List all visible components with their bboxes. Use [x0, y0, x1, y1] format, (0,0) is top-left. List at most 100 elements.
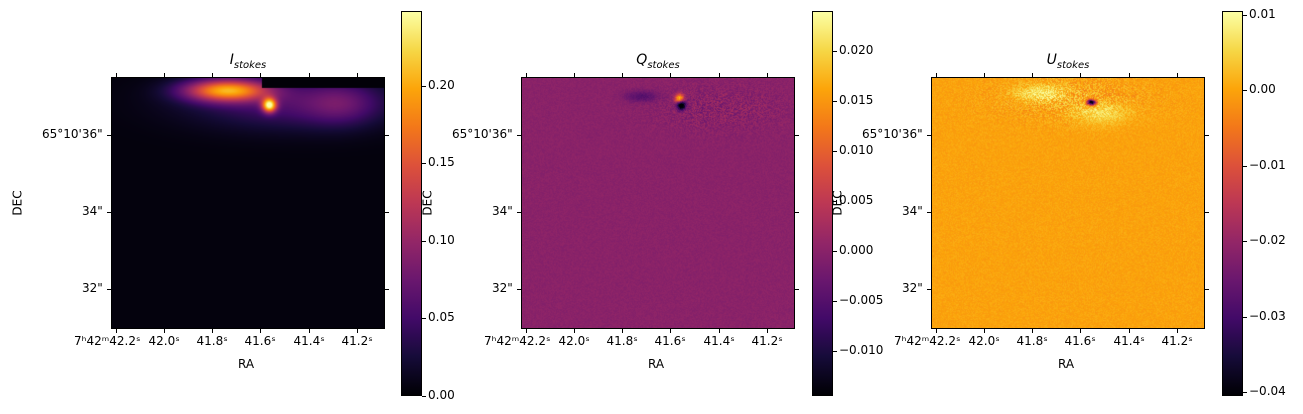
x-tick-mark	[164, 329, 165, 333]
colorbar-tick-label: −0.03	[1249, 308, 1286, 323]
y-tick-label: 34"	[492, 204, 513, 218]
x-tick-label: 41.6ˢ	[244, 334, 276, 348]
x-tick-mark-top	[116, 73, 117, 77]
panel-title: Istokes	[148, 52, 348, 71]
colorbar-tick-mark	[833, 251, 837, 252]
x-tick-mark-top	[164, 73, 165, 77]
colorbar-tick-label: −0.010	[839, 343, 884, 357]
x-tick-mark-top	[309, 73, 310, 77]
colorbar-tick-mark	[422, 163, 426, 165]
colorbar-tick-mark	[833, 351, 837, 352]
y-tick-label: 34"	[82, 204, 103, 218]
heatmap-canvas	[522, 78, 794, 328]
x-tick-label: 41.4ˢ	[703, 334, 735, 348]
x-tick-label: 7ʰ42ᵐ42.2ˢ	[894, 334, 961, 348]
x-tick-mark	[984, 329, 985, 333]
y-tick-mark	[107, 135, 111, 136]
y-tick-mark	[927, 289, 931, 290]
colorbar-tick-label: 0.010	[839, 143, 874, 157]
colorbar-tick-mark	[833, 151, 837, 152]
colorbar-tick-label: 0.00	[428, 388, 455, 402]
y-tick-mark-right	[385, 135, 389, 136]
x-tick-mark-top	[260, 73, 261, 77]
colorbar-tick-label: −0.04	[1249, 384, 1286, 399]
x-tick-label: 41.2ˢ	[751, 334, 783, 348]
y-axis-label: DEC	[830, 190, 845, 216]
x-tick-mark-top	[357, 73, 358, 77]
y-tick-mark	[107, 212, 111, 213]
x-tick-mark-top	[1129, 73, 1130, 77]
x-tick-mark	[767, 329, 768, 333]
x-tick-mark-top	[984, 73, 985, 77]
x-tick-mark	[1129, 329, 1130, 333]
y-tick-label: 32"	[82, 281, 103, 295]
panel-title: Qstokes	[558, 52, 758, 71]
x-tick-label: 41.4ˢ	[1113, 334, 1145, 348]
y-tick-mark	[517, 135, 521, 136]
y-tick-label: 65°10'36"	[42, 127, 103, 141]
colorbar-tick-mark	[1243, 241, 1247, 243]
x-axis-label: RA	[648, 357, 665, 371]
x-tick-mark-top	[1080, 73, 1081, 77]
heatmap-image	[521, 77, 795, 329]
y-tick-mark-right	[1205, 135, 1209, 136]
x-tick-mark-top	[670, 73, 671, 77]
y-tick-mark-right	[795, 289, 799, 290]
colorbar-tick-mark	[422, 396, 426, 397]
y-tick-mark-right	[385, 212, 389, 213]
x-tick-label: 7ʰ42ᵐ42.2ˢ	[74, 334, 141, 348]
x-tick-label: 41.2ˢ	[341, 334, 373, 348]
y-tick-label: 65°10'36"	[862, 127, 923, 141]
x-tick-mark	[1032, 329, 1033, 333]
colorbar-tick-mark	[833, 301, 837, 302]
y-tick-mark	[107, 289, 111, 290]
colorbar-tick-label: 0.020	[839, 43, 874, 57]
y-tick-label: 32"	[492, 281, 513, 295]
x-tick-label: 41.8ˢ	[196, 334, 228, 348]
y-tick-label: 65°10'36"	[452, 127, 513, 141]
x-tick-mark	[670, 329, 671, 333]
x-tick-mark-top	[1177, 73, 1178, 77]
colorbar-tick-mark	[422, 85, 426, 87]
y-tick-mark	[517, 212, 521, 213]
colorbar-tick-label: −0.01	[1249, 157, 1286, 172]
x-tick-label: 41.6ˢ	[1064, 334, 1096, 348]
x-tick-mark	[212, 329, 213, 333]
heatmap-image	[111, 77, 385, 329]
colorbar-tick-label: 0.000	[839, 243, 874, 257]
title-sub: stokes	[647, 59, 680, 71]
x-tick-mark	[574, 329, 575, 333]
x-tick-mark-top	[526, 73, 527, 77]
colorbar	[1222, 11, 1243, 396]
x-tick-mark-top	[574, 73, 575, 77]
y-tick-mark-right	[795, 135, 799, 136]
panel-title: Ustokes	[968, 52, 1168, 71]
x-tick-mark	[526, 329, 527, 333]
x-tick-label: 41.8ˢ	[606, 334, 638, 348]
colorbar-tick-label: 0.00	[1249, 82, 1276, 97]
x-tick-mark-top	[622, 73, 623, 77]
title-main: Q	[636, 52, 648, 68]
colorbar-tick-label: 0.10	[428, 232, 455, 247]
colorbar	[812, 11, 833, 396]
colorbar-tick-mark	[1243, 165, 1247, 167]
x-tick-mark-top	[1032, 73, 1033, 77]
heatmap-image	[931, 77, 1205, 329]
y-tick-mark-right	[385, 289, 389, 290]
x-tick-label: 7ʰ42ᵐ42.2ˢ	[484, 334, 551, 348]
colorbar-tick-label: 0.005	[839, 193, 874, 207]
y-axis-label: DEC	[10, 190, 25, 216]
colorbar-tick-mark	[833, 101, 837, 102]
colorbar-tick-mark	[833, 201, 837, 202]
title-sub: stokes	[1056, 59, 1090, 71]
x-tick-mark	[260, 329, 261, 333]
y-tick-mark-right	[795, 212, 799, 213]
x-tick-mark-top	[767, 73, 768, 77]
x-tick-label: 42.0ˢ	[148, 334, 180, 348]
y-tick-mark	[517, 289, 521, 290]
x-tick-mark	[936, 329, 937, 333]
y-tick-mark-right	[1205, 289, 1209, 290]
colorbar-tick-label: 0.01	[1249, 6, 1276, 21]
x-tick-label: 42.0ˢ	[968, 334, 1000, 348]
colorbar-tick-mark	[1243, 14, 1247, 16]
